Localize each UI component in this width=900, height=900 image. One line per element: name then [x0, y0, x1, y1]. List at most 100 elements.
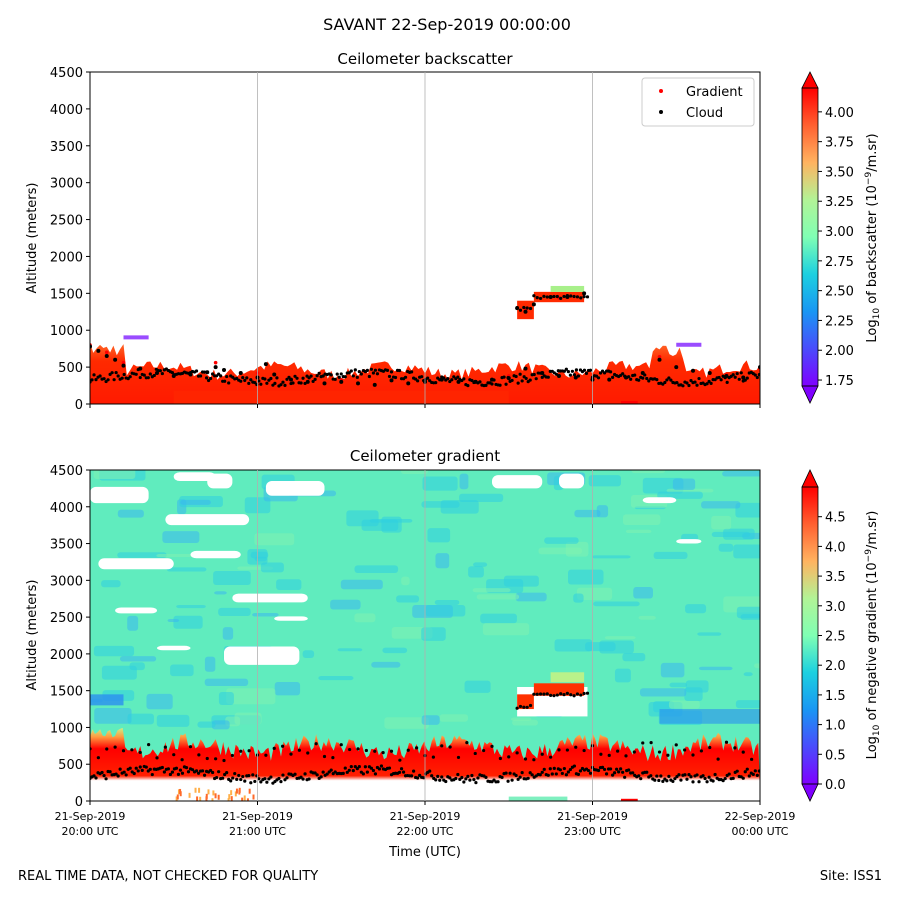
cloud-point — [397, 368, 402, 373]
cloud-point — [295, 376, 299, 380]
cloud-point — [456, 755, 461, 760]
speck — [177, 789, 180, 795]
ground-patch — [508, 796, 568, 801]
cloud-point — [416, 776, 420, 780]
cloud-point — [615, 767, 619, 771]
cloud-point — [538, 296, 543, 301]
cloud-point — [565, 294, 569, 298]
cloud-point — [611, 375, 615, 379]
cloud-point — [365, 368, 369, 372]
colorbar-tick-label: 3.50 — [825, 165, 854, 180]
cloud-point — [504, 771, 508, 775]
cloud-point — [575, 692, 580, 696]
cloud-point — [321, 374, 325, 378]
cloud-point — [329, 768, 333, 772]
gradient-point — [213, 360, 218, 365]
cloud-point — [331, 756, 335, 760]
cloud-point — [602, 767, 607, 772]
cloud-point — [657, 750, 662, 754]
cloud-point — [540, 770, 544, 774]
cloud-point — [281, 744, 285, 748]
cloud-point — [209, 768, 213, 773]
cloud-point — [231, 776, 235, 780]
cloud-point — [356, 747, 360, 751]
no-data-region — [98, 558, 174, 570]
cloud-point — [532, 758, 536, 762]
cloud-point — [557, 373, 561, 378]
colorbar-tick-label: 1.5 — [825, 689, 846, 704]
cloud-point — [319, 775, 323, 779]
speck — [198, 787, 201, 793]
field-patch — [625, 529, 652, 534]
cloud-point — [523, 309, 528, 314]
cloud-point — [515, 706, 519, 710]
cloud-point — [309, 374, 313, 378]
cloud-point — [725, 380, 729, 384]
cloud-point — [724, 740, 729, 744]
no-data-region — [157, 645, 191, 651]
cloud-point — [444, 779, 448, 784]
cloud-point — [393, 375, 398, 380]
cloud-point — [399, 767, 404, 771]
cloud-point — [239, 379, 243, 383]
colorbar-tick-label: 3.25 — [825, 195, 854, 210]
cloud-point — [621, 372, 625, 376]
cloud-point — [741, 375, 746, 380]
cloud-point — [371, 371, 376, 375]
field-patch — [660, 662, 685, 678]
cloud-point — [498, 383, 502, 387]
cloud-point — [666, 753, 670, 757]
cloud-point — [703, 776, 707, 781]
cloud-point — [570, 369, 575, 373]
cloud-point — [649, 774, 653, 778]
cloud-point — [627, 375, 631, 379]
cloud-point — [114, 772, 118, 776]
cloud-point — [755, 375, 759, 380]
legend-gradient-label: Gradient — [686, 85, 743, 100]
cloud-point — [339, 379, 344, 384]
figure-suptitle: SAVANT 22-Sep-2019 00:00:00 — [323, 15, 571, 34]
cloud-point — [303, 381, 307, 386]
x-tick-label-date: 21-Sep-2019 — [557, 810, 628, 823]
cloud-point — [253, 779, 257, 784]
cloud-point — [542, 294, 546, 298]
field-patch — [101, 665, 137, 680]
y-tick-label: 500 — [58, 758, 83, 773]
y-tick-label: 4000 — [50, 501, 83, 516]
cloud-point — [355, 375, 359, 379]
cloud-point — [96, 348, 101, 353]
cloud-point — [661, 779, 665, 783]
cloud-point — [132, 771, 136, 776]
cloud-point — [339, 372, 343, 376]
cloud-point — [632, 750, 636, 754]
legend-cloud-label: Cloud — [686, 106, 723, 121]
cloud-point — [116, 374, 120, 378]
cloud-point — [663, 380, 667, 385]
field-patch — [214, 591, 227, 595]
backscatter-ylabel: Altitude (meters) — [25, 183, 40, 294]
cloud-point — [554, 772, 558, 776]
speck — [238, 787, 241, 793]
cloud-point — [687, 383, 691, 388]
cloud-point — [305, 379, 310, 384]
cloud-point — [96, 756, 100, 760]
cloud-point — [121, 749, 126, 753]
cloud-point — [389, 370, 394, 374]
cloud-point — [345, 770, 349, 774]
cloud-point — [516, 381, 520, 385]
cloud-point — [716, 757, 720, 761]
cloud-point — [357, 765, 361, 769]
cloud-point — [460, 775, 464, 780]
backscatter-markers — [90, 291, 760, 388]
gradient-panel: Ceilometer gradient 0 500 1000 1500 2000 2500… — [25, 447, 882, 860]
field-patch — [371, 661, 401, 668]
cloud-point — [607, 753, 611, 757]
speck — [214, 793, 217, 799]
field-patch — [711, 515, 732, 530]
field-patch — [252, 612, 279, 617]
cloud-point — [364, 748, 368, 753]
field-patch — [354, 565, 399, 573]
cloud-point — [264, 753, 268, 757]
cloud-point — [657, 778, 661, 783]
cloud-point — [239, 777, 243, 782]
